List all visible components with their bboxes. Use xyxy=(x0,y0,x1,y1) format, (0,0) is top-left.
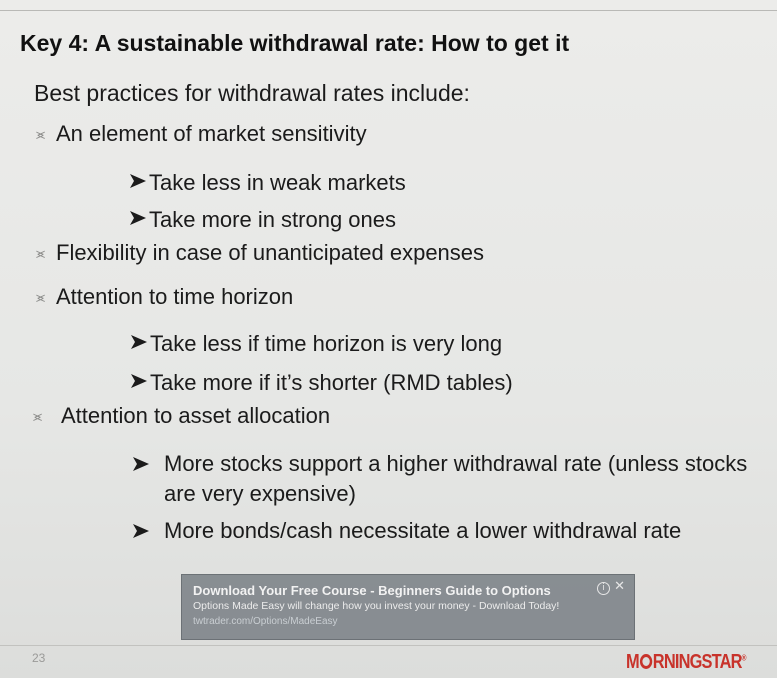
bullet-marker-icon: ⪤ xyxy=(36,288,46,305)
page-number: 23 xyxy=(32,651,46,665)
arrowhead-bullet-icon xyxy=(130,174,146,188)
sub-bullet-text: Take less in weak markets xyxy=(149,170,406,195)
bullet-marker-icon: ⪤ xyxy=(36,125,46,142)
sub-bullet: Take more if it’s shorter (RMD tables) xyxy=(130,368,513,398)
sub-bullet: Take less if time horizon is very long xyxy=(130,329,502,359)
slide-title: Key 4: A sustainable withdrawal rate: Ho… xyxy=(20,30,570,56)
bullet-text: Flexibility in case of unanticipated exp… xyxy=(56,240,485,265)
logo-o-icon xyxy=(639,654,652,669)
sub-bullet-text: More bonds/cash necessitate a lower with… xyxy=(164,518,682,543)
sub-bullet: Take less in weak markets xyxy=(129,168,406,198)
ad-title-link[interactable]: Download Your Free Course - Beginners Gu… xyxy=(193,583,551,598)
arrowhead-bullet-icon xyxy=(130,211,146,225)
bullet-marker-icon: ⪤ xyxy=(36,244,46,261)
ad-url-link[interactable]: twtrader.com/Options/MadeEasy xyxy=(193,616,338,627)
sub-bullet: More bonds/cash necessitate a lower with… xyxy=(132,516,681,546)
top-divider xyxy=(0,10,777,11)
arrowhead-bullet-icon xyxy=(133,524,149,538)
sub-bullet: More stocks support a higher withdrawal … xyxy=(132,449,772,509)
bullet-text: Attention to asset allocation xyxy=(61,403,331,428)
arrowhead-bullet-icon xyxy=(131,374,147,388)
bullet-text: An element of market sensitivity xyxy=(56,121,367,146)
arrowhead-bullet-icon xyxy=(133,457,149,471)
bullet-time-horizon: ⪤ Attention to time horizon xyxy=(36,284,293,310)
sub-bullet-text: Take more in strong ones xyxy=(149,207,397,232)
bullet-asset-allocation: ⪤ Attention to asset allocation xyxy=(33,403,330,429)
bullet-marker-icon: ⪤ xyxy=(33,407,43,424)
sub-bullet-text: Take less if time horizon is very long xyxy=(150,331,503,356)
slide-intro: Best practices for withdrawal rates incl… xyxy=(34,80,470,106)
bullet-market-sensitivity: ⪤ An element of market sensitivity xyxy=(36,121,367,147)
bullet-text: Attention to time horizon xyxy=(56,284,294,309)
sub-bullet-text: Take more if it’s shorter (RMD tables) xyxy=(150,370,513,395)
overlay-ad-banner[interactable]: Download Your Free Course - Beginners Gu… xyxy=(181,574,635,640)
close-icon[interactable]: ✕ xyxy=(614,579,625,594)
arrowhead-bullet-icon xyxy=(131,335,147,349)
ad-description: Options Made Easy will change how you in… xyxy=(193,600,560,612)
bullet-flexibility: ⪤ Flexibility in case of unanticipated e… xyxy=(36,240,484,266)
info-icon[interactable]: i xyxy=(597,582,610,595)
morningstar-logo: M RNINGSTAR® xyxy=(626,651,747,673)
sub-bullet: Take more in strong ones xyxy=(129,205,396,235)
sub-bullet-text: More stocks support a higher withdrawal … xyxy=(164,451,748,506)
bottom-divider xyxy=(0,645,777,646)
